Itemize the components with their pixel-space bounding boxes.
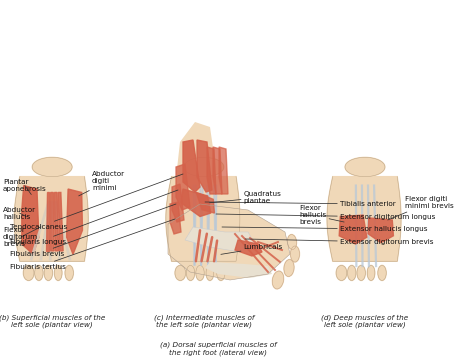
Polygon shape [168,204,290,280]
Polygon shape [196,193,214,213]
Polygon shape [183,140,200,192]
Ellipse shape [32,157,72,177]
Ellipse shape [44,265,53,281]
Polygon shape [22,186,39,254]
Polygon shape [14,177,88,261]
Polygon shape [58,193,63,251]
Text: Extensor digitorum longus: Extensor digitorum longus [216,214,436,220]
Text: Flexor digiti
minimi brevis: Flexor digiti minimi brevis [388,196,454,220]
Polygon shape [185,227,255,252]
Ellipse shape [186,265,195,281]
Text: Extensor hallucis longus: Extensor hallucis longus [222,226,428,232]
Text: Fibularis longus: Fibularis longus [10,190,178,245]
Ellipse shape [357,265,365,281]
Ellipse shape [35,265,43,281]
Polygon shape [207,147,216,194]
Ellipse shape [284,260,294,277]
Ellipse shape [65,265,73,281]
Polygon shape [213,147,222,194]
Ellipse shape [217,265,225,281]
Text: Lumbricals: Lumbricals [221,244,283,254]
Text: Flexor
hallucis
brevis: Flexor hallucis brevis [299,205,344,225]
Text: (b) Superficial muscles of the
left sole (plantar view): (b) Superficial muscles of the left sole… [0,314,105,328]
Text: (c) Intermediate muscles of
the left sole (plantar view): (c) Intermediate muscles of the left sol… [154,314,254,328]
Polygon shape [176,164,190,210]
Polygon shape [205,262,272,278]
Polygon shape [181,189,210,216]
Text: Extensor digitorum brevis: Extensor digitorum brevis [245,239,434,245]
Text: Abductor
hallucis: Abductor hallucis [3,207,36,220]
Polygon shape [51,193,54,251]
Ellipse shape [23,265,34,281]
Text: Quadratus
plantae: Quadratus plantae [210,191,282,204]
Polygon shape [170,202,181,234]
Text: Abductor
digiti
minimi: Abductor digiti minimi [79,171,125,196]
Ellipse shape [206,265,214,281]
Ellipse shape [367,265,375,281]
Ellipse shape [378,265,386,281]
Polygon shape [168,122,218,224]
Ellipse shape [55,265,62,281]
Text: (d) Deep muscles of the
left sole (plantar view): (d) Deep muscles of the left sole (plant… [321,314,409,328]
Ellipse shape [345,157,385,177]
Ellipse shape [347,265,356,281]
Ellipse shape [287,235,297,249]
Ellipse shape [184,157,224,177]
Polygon shape [235,240,262,256]
Text: Tibialis anterior: Tibialis anterior [205,201,396,207]
Polygon shape [368,218,393,243]
Text: Fibularis brevis: Fibularis brevis [10,204,176,257]
Text: Plantar
aponeurosis: Plantar aponeurosis [3,179,47,194]
Ellipse shape [291,246,300,262]
Text: Flexor
digitorum
brevis: Flexor digitorum brevis [3,227,41,247]
Polygon shape [197,140,212,192]
Polygon shape [166,177,240,261]
Ellipse shape [273,271,283,289]
Polygon shape [219,147,228,194]
Polygon shape [339,215,367,244]
Polygon shape [327,177,401,261]
Polygon shape [46,193,49,251]
Ellipse shape [336,265,347,281]
Ellipse shape [196,265,204,281]
Ellipse shape [175,265,186,281]
Text: Tendocalcaneus: Tendocalcaneus [10,174,183,230]
Polygon shape [66,189,82,254]
Text: Fibularis tertius: Fibularis tertius [10,219,175,270]
Polygon shape [172,184,184,222]
Text: (a) Dorsal superficial muscles of
the right foot (lateral view): (a) Dorsal superficial muscles of the ri… [160,342,276,356]
Polygon shape [55,193,59,251]
